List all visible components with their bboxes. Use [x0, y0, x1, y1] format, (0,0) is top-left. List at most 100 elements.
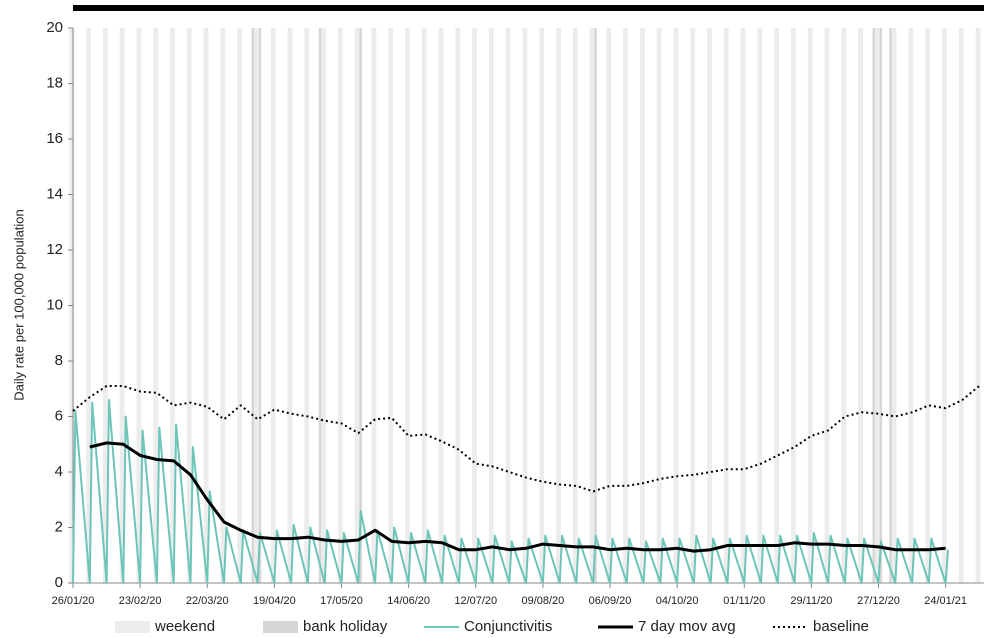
legend-label: baseline [813, 618, 869, 635]
x-tick-label: 01/11/20 [723, 595, 765, 607]
y-tick-label: 0 [55, 574, 63, 591]
weekend-band [388, 28, 394, 583]
y-tick-label: 12 [46, 241, 63, 258]
y-tick-label: 6 [55, 407, 63, 424]
weekend-band [522, 28, 528, 583]
series-line [89, 441, 946, 553]
y-axis-label: Daily rate per 100,000 population [11, 209, 26, 401]
weekend-band [841, 28, 847, 583]
weekend-band [874, 28, 880, 583]
y-tick-label: 4 [55, 463, 63, 480]
bank-holiday-band [318, 28, 322, 583]
legend-swatch [263, 621, 298, 633]
x-tick-label: 23/02/20 [119, 595, 162, 607]
y-tick-label: 2 [55, 518, 63, 535]
weekend-band [237, 28, 243, 583]
weekend-band [975, 28, 981, 583]
weekend-band [354, 28, 360, 583]
legend-swatch [115, 621, 150, 633]
weekend-band [572, 28, 578, 583]
bank-holiday-band [594, 28, 597, 583]
bank-holiday-band [879, 28, 883, 583]
weekend-band [102, 28, 108, 583]
legend-label: Conjunctivitis [464, 618, 552, 635]
weekend-band [942, 28, 947, 583]
x-tick-label: 24/01/21 [924, 595, 967, 607]
weekend-band [304, 28, 310, 583]
weekend-band [589, 28, 595, 583]
x-tick-label: 22/03/20 [186, 595, 229, 607]
x-tick-label: 29/11/20 [790, 595, 832, 607]
weekend-band [170, 28, 175, 583]
weekend-band [690, 28, 696, 583]
weekend-band [153, 28, 159, 583]
weekend-band [556, 28, 561, 583]
weekend-band [925, 28, 931, 583]
weekend-band [707, 28, 712, 583]
weekend-band [86, 28, 91, 583]
bank-holiday-band [359, 28, 362, 583]
y-tick-label: 10 [46, 296, 63, 313]
weekend-band [623, 28, 628, 583]
bank-holiday-band [872, 28, 875, 583]
weekend-band [270, 28, 276, 583]
weekend-band [723, 28, 729, 583]
weekend-band [958, 28, 964, 583]
series-line [72, 385, 980, 493]
x-tick-label: 27/12/20 [857, 595, 900, 607]
weekend-band [405, 28, 410, 583]
y-tick-label: 20 [46, 19, 63, 36]
weekend-band [639, 28, 645, 583]
weekend-band [606, 28, 612, 583]
series-line [72, 398, 949, 584]
weekend-band [472, 28, 477, 583]
x-tick-label: 19/04/20 [253, 595, 296, 607]
weekend-band [488, 28, 494, 583]
weekend-band [656, 28, 662, 583]
weekend-band [740, 28, 746, 583]
legend-label: weekend [154, 618, 215, 635]
weekend-band [421, 28, 427, 583]
bank-holiday-band [258, 28, 262, 583]
x-tick-label: 14/06/20 [387, 595, 430, 607]
weekend-band [891, 28, 897, 583]
y-tick-label: 16 [46, 130, 63, 147]
x-tick-label: 26/01/20 [52, 595, 95, 607]
weekend-band [254, 28, 259, 583]
weekend-band [136, 28, 142, 583]
x-tick-label: 17/05/20 [320, 595, 363, 607]
y-tick-label: 18 [46, 74, 63, 91]
weekend-band [438, 28, 444, 583]
weekend-band [505, 28, 511, 583]
weekend-band [203, 28, 209, 583]
y-tick-label: 8 [55, 352, 63, 369]
x-tick-label: 06/09/20 [589, 595, 632, 607]
weekend-band [539, 28, 545, 583]
x-tick-label: 12/07/20 [454, 595, 497, 607]
weekend-band [337, 28, 343, 583]
x-tick-label: 04/10/20 [656, 595, 699, 607]
weekend-band [908, 28, 914, 583]
weekend-band [824, 28, 830, 583]
weekend-band [791, 28, 796, 583]
weekend-band [455, 28, 461, 583]
bank-holiday-band [889, 28, 892, 583]
weekend-band [774, 28, 780, 583]
weekend-band [673, 28, 679, 583]
top-bar [73, 5, 984, 11]
weekend-band [186, 28, 192, 583]
x-tick-label: 09/08/20 [521, 595, 564, 607]
weekend-band [287, 28, 293, 583]
weekend-band [119, 28, 125, 583]
weekend-band [321, 28, 326, 583]
weekend-band [220, 28, 226, 583]
weekend-band [757, 28, 763, 583]
weekend-band [858, 28, 863, 583]
weekend-band [807, 28, 813, 583]
bank-holiday-band [251, 28, 255, 583]
y-tick-label: 14 [46, 185, 63, 202]
weekend-band [371, 28, 377, 583]
legend-label: bank holiday [303, 618, 388, 635]
